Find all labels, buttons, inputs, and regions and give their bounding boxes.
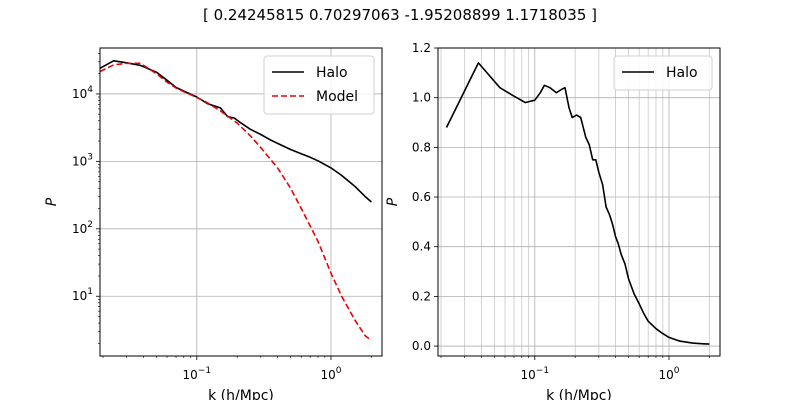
right-y-tick-label: 0.6 [412,190,431,204]
left-x-tick-label: 10−1 [183,366,212,382]
left-panel: 10−1 100 101 102 103 104 k (h/Mpc) P Halo Model [44,47,383,400]
left-series-model-line [100,62,372,342]
right-legend-label-halo: Halo [666,65,698,81]
left-legend: Halo Model [263,55,375,115]
left-legend-label-model: Model [316,89,358,105]
right-legend: Halo [613,55,713,91]
right-grid [438,47,720,356]
left-y-axis-label: P [44,197,60,206]
left-y-tick-label: 104 [72,85,93,101]
left-legend-box [263,55,375,115]
right-y-axis-label: P [385,197,401,206]
left-x-axis-label: k (h/Mpc) [208,388,274,400]
right-y-tick-label: 0.0 [412,339,431,353]
left-x-tick-label: 100 [320,366,341,382]
right-axes-frame [437,47,721,357]
right-x-tick-label: 10−1 [521,366,550,382]
left-axes-frame [99,47,383,357]
figure-title: [ 0.24245815 0.70297063 -1.95208899 1.17… [203,6,597,24]
left-legend-label-halo: Halo [316,65,348,81]
right-y-tick-label: 0.8 [412,140,431,154]
left-y-tick-label: 103 [72,152,93,168]
right-panel: 10−1 100 0.0 0.2 0.4 0.6 0.8 1.0 1.2 k (h/Mpc) P Ha… [385,41,721,400]
left-y-tick-label: 102 [72,220,93,236]
right-y-tick-label: 0.2 [412,289,431,303]
left-y-tick-label: 101 [72,287,93,303]
right-y-tick-label: 1.0 [412,91,431,105]
left-series-halo-line [100,60,372,203]
right-x-axis-label: k (h/Mpc) [546,388,612,400]
right-y-tick-label: 0.4 [412,240,431,254]
right-series-halo-line [445,62,710,345]
right-y-tick-label: 1.2 [412,41,431,55]
right-legend-box [613,55,713,91]
right-x-tick-label: 100 [658,366,679,382]
